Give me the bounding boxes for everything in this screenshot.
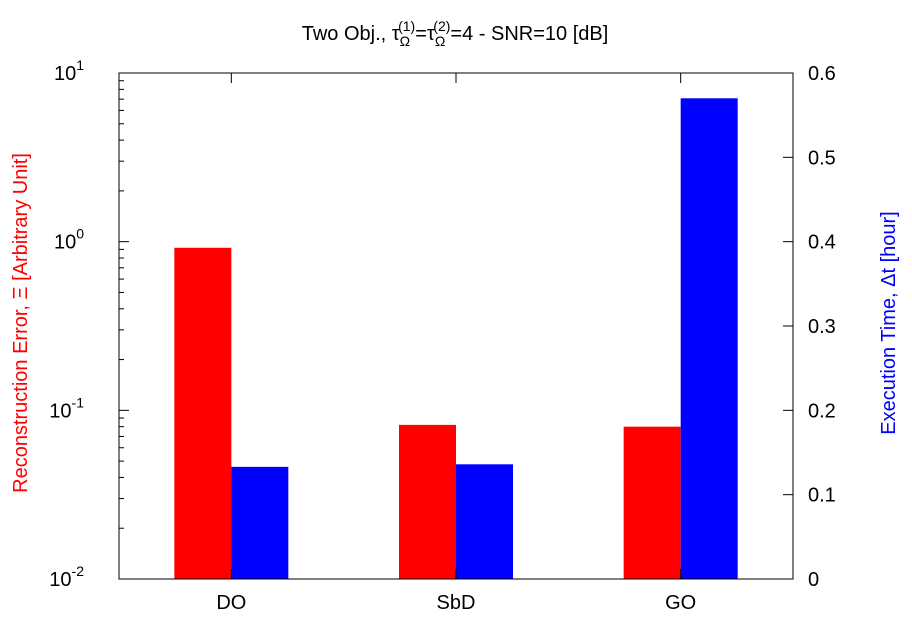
title-tau-2: τ [427, 23, 435, 45]
y-right-tick-label: 0.2 [808, 400, 836, 422]
title-sup-2: (2) [433, 18, 450, 34]
title-sub-2: Ω [435, 33, 445, 49]
bar-sbd-error [399, 424, 456, 579]
title-sup-1: (1) [398, 18, 415, 34]
x-tick-label: DO [216, 592, 246, 614]
title-sub-1: Ω [400, 33, 410, 49]
y-axis-left-label: Reconstruction Error, Ξ [Arbitrary Unit] [10, 153, 32, 493]
title-tau-1: τ [392, 23, 400, 45]
y-right-tick-label: 0.3 [808, 316, 836, 338]
y-left-tick-label: 10-1 [49, 394, 84, 422]
chart-title: Two Obj., τΩ(1)=τΩ(2)=4 - SNR=10 [dB] [302, 18, 609, 49]
y-right-tick-label: 0.6 [808, 63, 836, 85]
bar-go-error [623, 426, 681, 579]
x-tick-label: SbD [437, 592, 476, 614]
bar-do-time [231, 466, 289, 579]
title-prefix: Two Obj., [302, 23, 392, 45]
y-right-tick-label: 0.5 [808, 147, 836, 169]
bar-go-time [680, 98, 738, 580]
bar-do-error [174, 247, 232, 579]
x-tick-label: GO [665, 592, 696, 614]
y-right-tick-label: 0 [808, 569, 819, 591]
y-right-tick-label: 0.4 [808, 232, 836, 254]
y-left-tick-label: 100 [54, 226, 84, 254]
y-left-tick-label: 101 [54, 57, 84, 85]
y-right-tick-label: 0.1 [808, 485, 836, 507]
bar-sbd-time [456, 464, 513, 579]
y-left-tick-label: 10-2 [49, 563, 84, 591]
y-axis-right-label: Execution Time, Δt [hour] [878, 211, 900, 434]
title-suffix: =4 - SNR=10 [dB] [450, 23, 608, 45]
title-equals: = [415, 23, 427, 45]
